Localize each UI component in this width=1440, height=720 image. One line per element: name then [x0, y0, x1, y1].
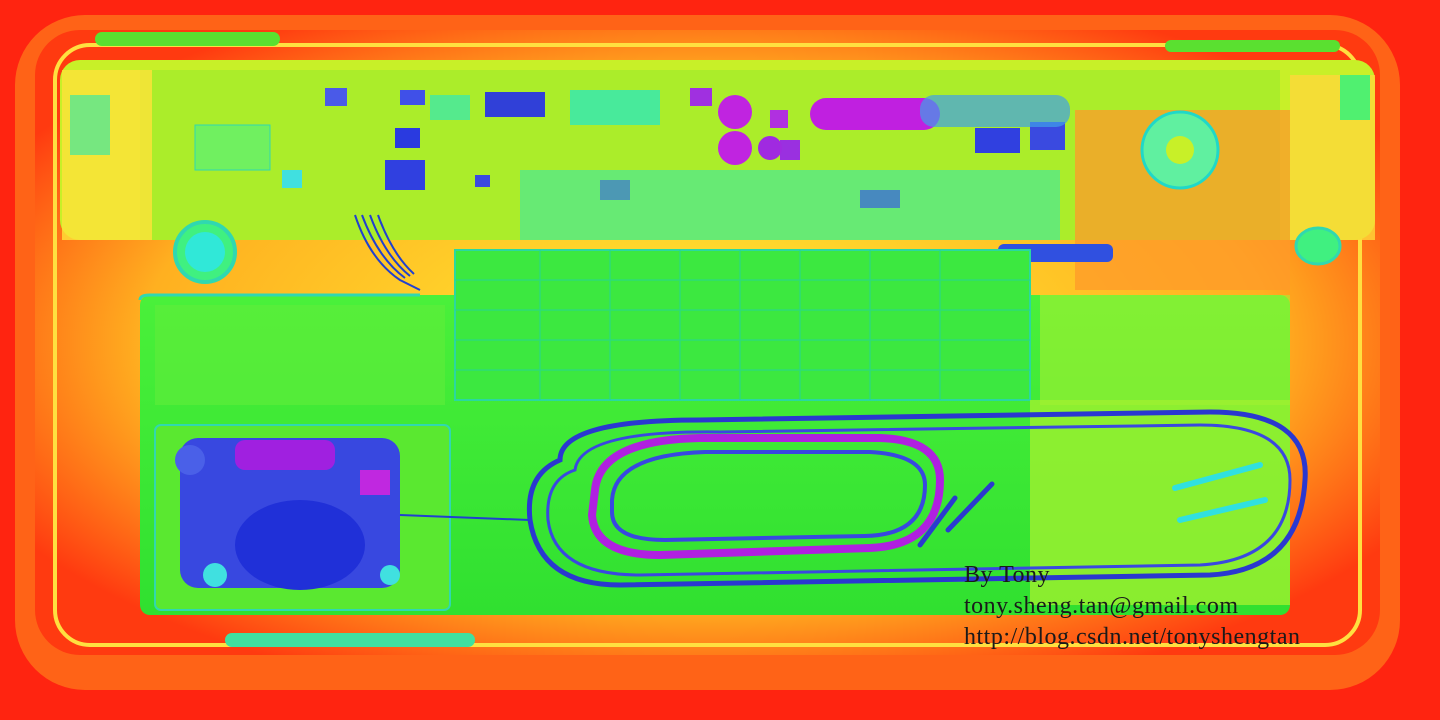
chassis-outline	[53, 43, 1362, 647]
connector-clips	[917, 481, 995, 548]
capacitor	[718, 95, 752, 129]
antenna-leads	[1172, 462, 1268, 523]
antenna-cables	[526, 409, 1308, 588]
watermark-url: http://blog.csdn.net/tonyshengtan	[964, 624, 1301, 650]
speaker-right-center	[1166, 136, 1194, 164]
grid-lines	[455, 250, 1030, 400]
cell-left	[155, 305, 445, 405]
component-cluster	[175, 438, 400, 590]
capacitor	[718, 131, 752, 165]
cpu-heatpipe	[810, 98, 940, 130]
ribbon-cable	[354, 214, 421, 291]
cell-right	[1040, 295, 1290, 405]
io-port-left	[70, 95, 110, 155]
chips	[194, 88, 1065, 208]
hinge-right	[1165, 40, 1340, 52]
speaker-small-right	[1294, 226, 1342, 266]
watermark-author: By Tony	[964, 562, 1051, 588]
io-port-right	[1340, 75, 1370, 120]
watermark-email: tony.sheng.tan@gmail.com	[964, 593, 1239, 619]
hinge-left	[95, 32, 280, 46]
capacitor	[758, 136, 782, 160]
watermark: By Tony tony.sheng.tan@gmail.com http://…	[964, 560, 1300, 653]
keyboard-grid	[454, 249, 1031, 401]
heatpipe-extension	[920, 95, 1070, 127]
cable-track	[138, 293, 420, 301]
speaker-left-center	[185, 232, 225, 272]
bottom-strip	[225, 633, 475, 647]
cable-lead	[399, 514, 531, 521]
